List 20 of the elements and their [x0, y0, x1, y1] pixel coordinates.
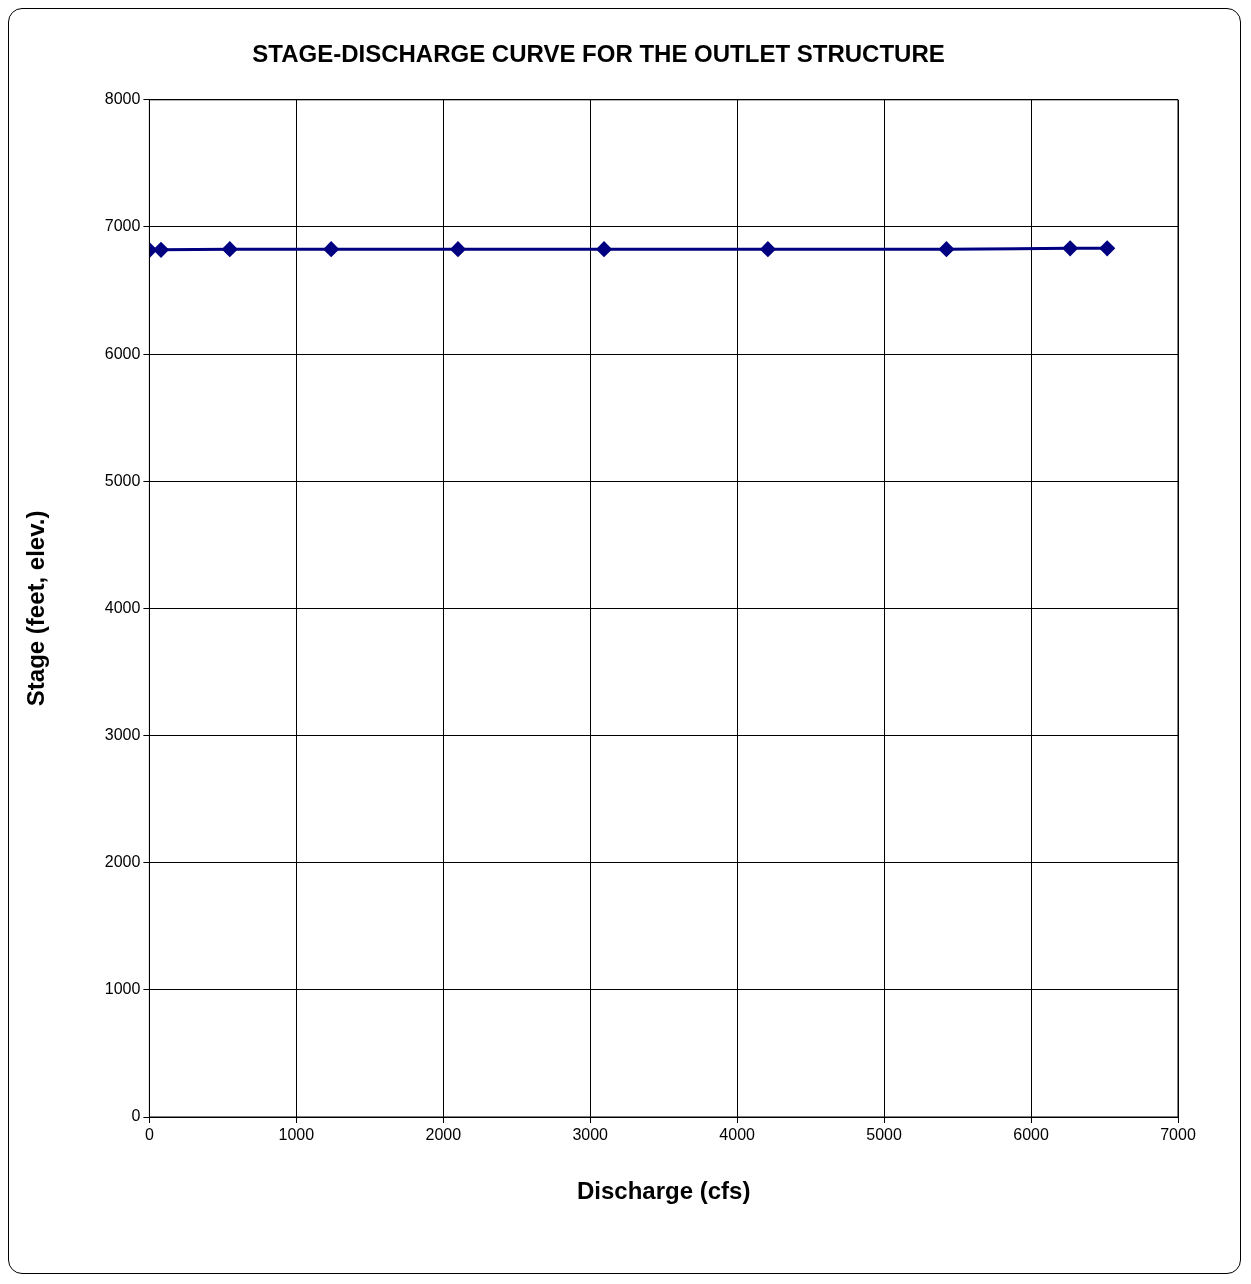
x-tick-label: 6000	[1013, 1126, 1049, 1144]
x-tick-label: 0	[144, 1126, 154, 1144]
chart-title: STAGE-DISCHARGE CURVE FOR THE OUTLET STRUCTURE	[252, 40, 945, 68]
y-tick-label: 8000	[104, 90, 141, 108]
x-tick-label: 4000	[719, 1126, 756, 1144]
y-tick-label: 6000	[104, 344, 141, 362]
y-tick-label: 0	[131, 1107, 141, 1125]
x-tick-label: 5000	[866, 1126, 903, 1144]
x-tick-label: 7000	[1160, 1126, 1196, 1144]
x-axis-title: Discharge (cfs)	[577, 1177, 751, 1205]
x-tick-label: 1000	[278, 1126, 315, 1144]
y-tick-label: 2000	[104, 853, 141, 871]
y-tick-label: 7000	[104, 217, 141, 235]
y-axis-title: Stage (feet, elev.)	[22, 510, 50, 707]
y-tick-label: 3000	[104, 725, 141, 743]
y-tick-label: 4000	[104, 598, 141, 616]
y-tick-label: 1000	[104, 980, 141, 998]
x-tick-label: 2000	[425, 1126, 462, 1144]
y-tick-label: 5000	[104, 471, 141, 489]
x-tick-label: 3000	[572, 1126, 609, 1144]
